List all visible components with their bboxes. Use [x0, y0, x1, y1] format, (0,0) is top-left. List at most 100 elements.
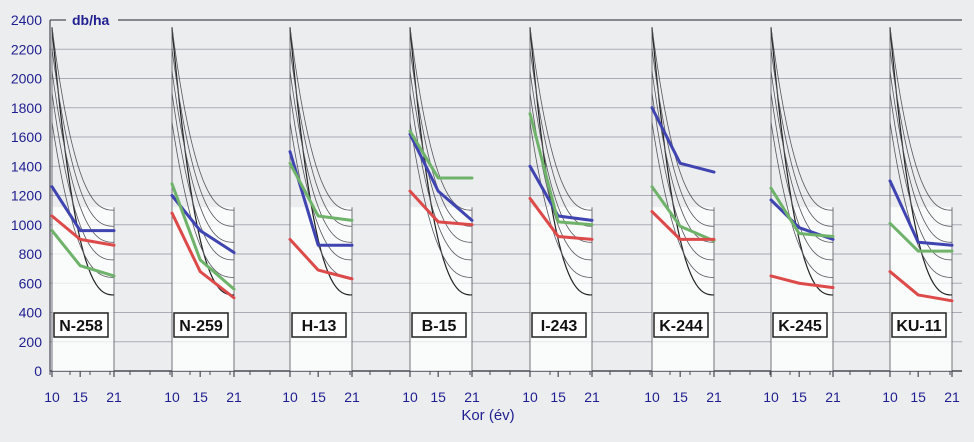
panel-label-box	[173, 312, 229, 338]
series-line-red	[650, 210, 716, 241]
x-tick-label: 15	[910, 389, 926, 405]
guide-curve	[409, 27, 473, 211]
series-line-green	[170, 182, 236, 291]
panel-n-258: N-258 10 15 21	[44, 27, 122, 405]
guide-curve	[889, 93, 953, 261]
series-line-blue	[888, 179, 954, 247]
panel-h-13: H-13 10 15 21	[282, 27, 360, 405]
panel-layer: N-258 10 15 21 N-259 10 15 21 H-13 10 15 21 B-15 10 15…	[44, 27, 960, 405]
guide-curve	[651, 27, 715, 211]
x-tick-label: 21	[584, 389, 600, 405]
y-tick-label: 800	[19, 246, 43, 262]
x-tick-label: 10	[402, 389, 418, 405]
x-tick-label: 10	[644, 389, 660, 405]
x-tick-label: 10	[164, 389, 180, 405]
series-line-green	[528, 112, 594, 227]
guide-curve	[770, 27, 834, 211]
guide-curve	[770, 122, 834, 278]
guide-curve	[289, 27, 353, 296]
series-line-red	[528, 196, 594, 241]
panel-k-245: K-245 10 15 21	[763, 27, 841, 405]
series-line-green	[769, 186, 835, 238]
panel-label: B-15	[422, 318, 457, 335]
y-axis-label: db/ha	[72, 12, 110, 28]
guide-curve	[289, 71, 353, 243]
series-line-red	[170, 211, 236, 300]
x-tick-label: 21	[825, 389, 841, 405]
y-tick-label: 2000	[11, 71, 42, 87]
guide-curve	[289, 49, 353, 227]
panel-n-259: N-259 10 15 21	[164, 27, 242, 405]
x-tick-label: 10	[763, 389, 779, 405]
panel-label-box	[53, 312, 109, 338]
guide-curve	[51, 93, 115, 261]
series-line-green	[408, 129, 474, 180]
x-tick-label: 21	[106, 389, 122, 405]
y-tick-label: 1800	[11, 100, 42, 116]
panel-background	[530, 207, 592, 371]
guide-curve	[171, 71, 235, 243]
x-tick-label: 10	[522, 389, 538, 405]
guide-curve	[770, 71, 834, 243]
guide-curve	[651, 122, 715, 278]
guide-curve	[171, 122, 235, 278]
y-tick-label: 2200	[11, 41, 42, 57]
guide-curve	[529, 122, 593, 278]
panel-label-box	[772, 312, 828, 338]
x-tick-label: 10	[282, 389, 298, 405]
panel-label: N-258	[59, 318, 103, 335]
series-line-red	[50, 214, 116, 247]
guide-curve	[889, 71, 953, 243]
panel-background	[52, 207, 114, 371]
series-line-green	[650, 185, 716, 243]
guide-curve	[51, 122, 115, 278]
x-tick-label: 15	[72, 389, 88, 405]
panel-label-box	[891, 312, 947, 338]
guide-curve	[289, 93, 353, 261]
series-line-red	[888, 270, 954, 303]
guide-curve	[289, 27, 353, 211]
panel-label: K-244	[659, 318, 703, 335]
series-line-blue	[408, 132, 474, 222]
y-tick-label: 1400	[11, 158, 42, 174]
guide-curve	[770, 27, 834, 296]
panel-label: N-259	[179, 318, 223, 335]
guide-curve	[529, 27, 593, 296]
panel-label-box	[531, 312, 587, 338]
panel-label-box	[653, 312, 709, 338]
guide-curve	[171, 27, 235, 211]
x-tick-label: 15	[550, 389, 566, 405]
guide-curve	[651, 93, 715, 261]
guide-curve	[770, 49, 834, 227]
x-tick-label: 15	[192, 389, 208, 405]
x-tick-label: 15	[310, 389, 326, 405]
x-tick-label: 21	[706, 389, 722, 405]
series-line-green	[888, 221, 954, 253]
panel-background	[652, 207, 714, 371]
guide-curve	[171, 49, 235, 227]
y-tick-label: 200	[19, 334, 43, 350]
guide-curve	[51, 49, 115, 227]
guide-curve	[529, 49, 593, 227]
guide-curve	[409, 71, 473, 243]
series-line-green	[50, 229, 116, 278]
guide-curve	[409, 122, 473, 278]
y-tick-label: 1000	[11, 217, 42, 233]
series-line-blue	[650, 106, 716, 174]
y-tick-label: 600	[19, 275, 43, 291]
x-tick-label: 21	[344, 389, 360, 405]
y-tick-label: 400	[19, 305, 43, 321]
panel-k-244: K-244 10 15 21	[644, 27, 722, 405]
guide-curve	[51, 27, 115, 211]
series-line-red	[769, 274, 835, 290]
guide-curve	[529, 27, 593, 211]
panel-label-box	[291, 312, 347, 338]
guide-curve	[529, 71, 593, 243]
guide-curve	[171, 27, 235, 296]
panel-label: KU-11	[896, 318, 941, 335]
series-line-blue	[50, 185, 116, 233]
x-tick-label: 21	[464, 389, 480, 405]
panel-label-box	[411, 312, 467, 338]
